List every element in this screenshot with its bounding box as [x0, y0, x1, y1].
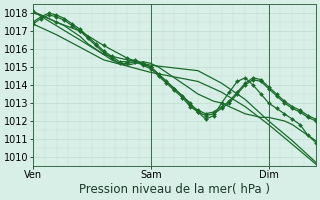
X-axis label: Pression niveau de la mer( hPa ): Pression niveau de la mer( hPa ): [79, 183, 270, 196]
